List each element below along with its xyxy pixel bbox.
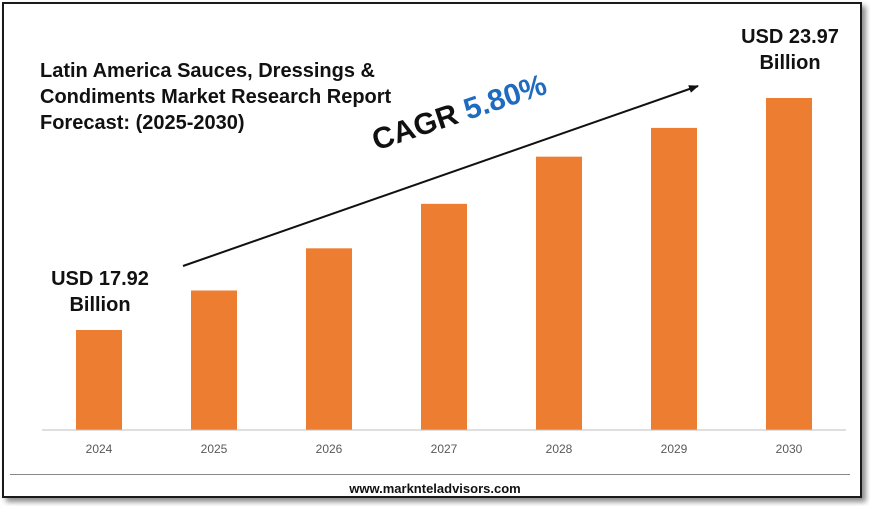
x-tick-label-2024: 2024 xyxy=(86,442,113,456)
x-tick-label-2029: 2029 xyxy=(661,442,688,456)
website-url: www.marknteladvisors.com xyxy=(349,481,521,496)
bars-group xyxy=(76,98,812,431)
bar-2024 xyxy=(76,330,122,430)
bar-2028 xyxy=(536,156,582,430)
bar-2025 xyxy=(191,290,237,430)
bar-2026 xyxy=(306,248,352,430)
bar-2029 xyxy=(651,127,697,431)
start-value-callout: USD 17.92 Billion xyxy=(40,266,160,318)
start-value-unit: Billion xyxy=(69,294,131,316)
cagr-trend-arrow xyxy=(182,85,699,267)
x-tick-label-2030: 2030 xyxy=(776,442,803,456)
end-value-callout: USD 23.97 Billion xyxy=(730,24,850,76)
x-tick-label-2027: 2027 xyxy=(431,442,458,456)
bar-2030 xyxy=(766,98,812,430)
start-value-amount: USD 17.92 xyxy=(51,268,149,290)
end-value-amount: USD 23.97 xyxy=(741,26,839,48)
bar-2027 xyxy=(421,203,467,430)
x-tick-labels: 2024 2025 2026 2027 2028 2029 2030 xyxy=(86,442,803,456)
report-title: Latin America Sauces, Dressings & Condim… xyxy=(40,60,392,134)
footer-divider xyxy=(10,474,850,475)
end-value-unit: Billion xyxy=(759,52,821,74)
x-tick-label-2025: 2025 xyxy=(201,442,228,456)
x-tick-label-2028: 2028 xyxy=(546,442,573,456)
x-tick-label-2026: 2026 xyxy=(316,442,343,456)
